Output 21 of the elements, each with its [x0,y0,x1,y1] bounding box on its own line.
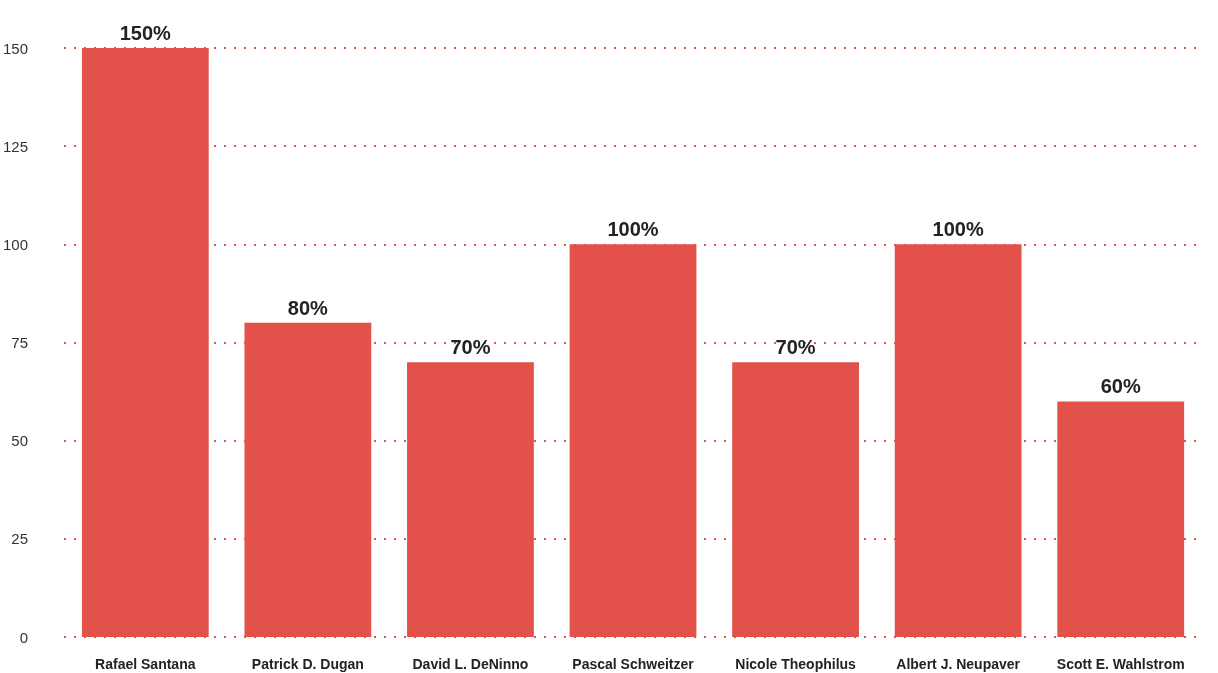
x-tick-label: Albert J. Neupaver [896,656,1021,672]
y-tick-label: 150 [3,39,29,57]
x-tick-label: Pascal Schweitzer [572,656,695,672]
y-tick-label: 50 [11,432,29,450]
y-tick-label: 75 [11,334,29,351]
x-tick-label: Scott E. Wahlstrom [1056,656,1185,672]
y-tick-label: 100 [3,235,29,253]
data-label: 150% [119,22,172,44]
data-label: 80% [287,296,329,319]
y-tick-label: 125 [3,137,29,155]
data-label: 60% [1100,375,1141,398]
y-tick-label: 0 [19,628,29,646]
x-tick-label: Nicole Theophilus [735,656,857,672]
data-label: 100% [607,218,659,241]
data-label: 70% [775,336,816,359]
x-tick-label: Patrick D. Dugan [251,656,364,672]
x-tick-label: Rafael Santana [95,656,196,672]
y-tick-label: 25 [11,530,29,548]
data-label: 70% [450,336,491,359]
data-label: 100% [932,218,984,241]
x-tick-label: David L. DeNinno [412,656,529,672]
